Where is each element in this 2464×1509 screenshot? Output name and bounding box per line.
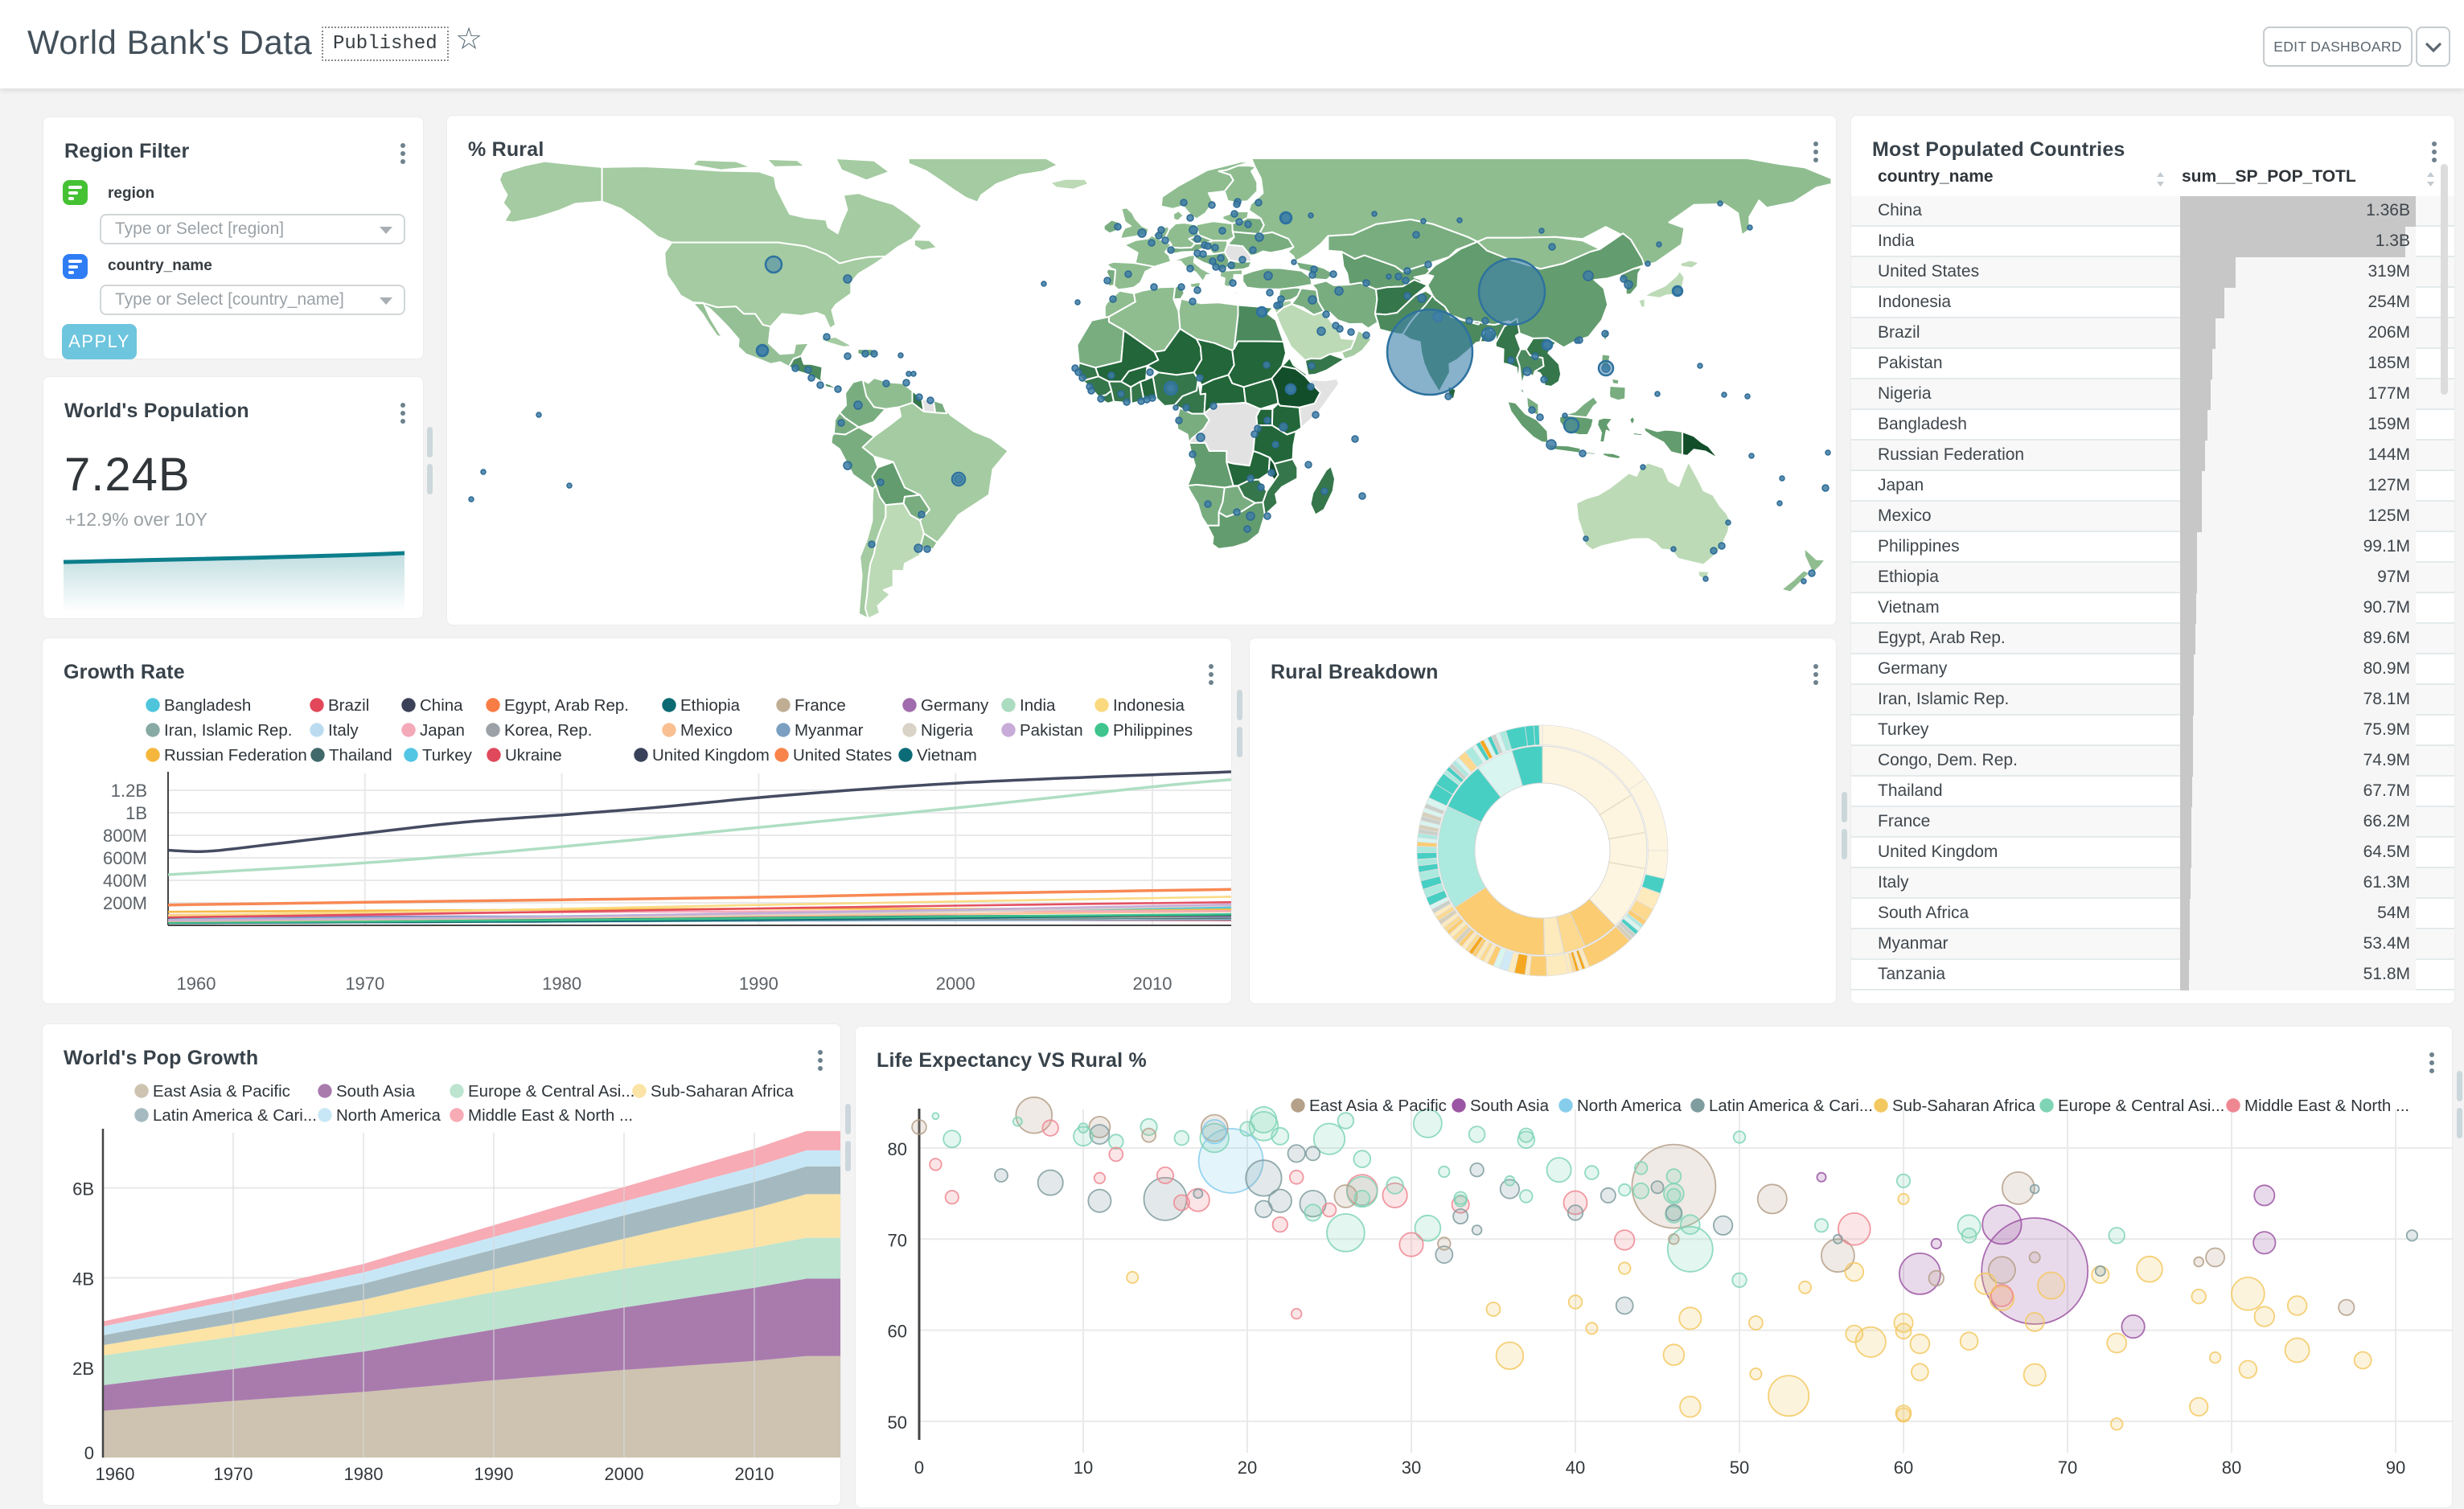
svg-text:North America: North America xyxy=(336,1106,441,1125)
svg-text:Iran, Islamic Rep.: Iran, Islamic Rep. xyxy=(164,721,293,740)
svg-text:Korea, Rep.: Korea, Rep. xyxy=(504,721,592,740)
svg-text:Turkey: Turkey xyxy=(422,746,473,765)
svg-text:4B: 4B xyxy=(72,1269,94,1289)
svg-text:60: 60 xyxy=(888,1322,907,1342)
svg-text:1980: 1980 xyxy=(344,1464,384,1484)
svg-text:Latin America & Cari...: Latin America & Cari... xyxy=(153,1106,317,1125)
svg-text:200M: 200M xyxy=(103,893,147,913)
svg-text:30: 30 xyxy=(1402,1458,1421,1478)
svg-text:East Asia & Pacific: East Asia & Pacific xyxy=(153,1082,290,1101)
svg-text:Europe & Central Asi...: Europe & Central Asi... xyxy=(468,1082,634,1101)
svg-text:20: 20 xyxy=(1238,1458,1257,1478)
svg-text:Pakistan: Pakistan xyxy=(1020,721,1083,740)
svg-text:800M: 800M xyxy=(103,826,147,846)
svg-text:China: China xyxy=(420,696,463,715)
svg-text:80: 80 xyxy=(2222,1458,2241,1478)
svg-text:East Asia & Pacific: East Asia & Pacific xyxy=(1309,1097,1447,1115)
svg-text:Ethiopia: Ethiopia xyxy=(680,696,741,715)
svg-text:70: 70 xyxy=(888,1230,907,1250)
svg-text:Japan: Japan xyxy=(420,721,465,740)
svg-text:India: India xyxy=(1020,696,1056,715)
svg-text:1960: 1960 xyxy=(177,974,216,994)
svg-text:40: 40 xyxy=(1566,1458,1585,1478)
svg-text:2B: 2B xyxy=(72,1359,94,1379)
svg-text:1.2B: 1.2B xyxy=(111,781,147,801)
svg-text:10: 10 xyxy=(1074,1458,1093,1478)
svg-text:Myanmar: Myanmar xyxy=(795,721,864,740)
svg-text:1960: 1960 xyxy=(96,1464,135,1484)
svg-text:Brazil: Brazil xyxy=(328,696,369,715)
svg-text:0: 0 xyxy=(84,1443,94,1463)
svg-text:400M: 400M xyxy=(103,871,147,891)
svg-text:70: 70 xyxy=(2058,1458,2077,1478)
svg-text:1970: 1970 xyxy=(214,1464,253,1484)
svg-text:South Asia: South Asia xyxy=(336,1082,416,1101)
svg-text:6B: 6B xyxy=(72,1179,94,1199)
svg-text:North America: North America xyxy=(1577,1097,1682,1115)
svg-text:Germany: Germany xyxy=(921,696,989,715)
svg-text:60: 60 xyxy=(1894,1458,1913,1478)
svg-text:50: 50 xyxy=(888,1413,907,1433)
svg-text:Vietnam: Vietnam xyxy=(917,746,977,765)
svg-text:600M: 600M xyxy=(103,848,147,868)
svg-text:2010: 2010 xyxy=(1133,974,1172,994)
svg-text:Thailand: Thailand xyxy=(329,746,392,765)
svg-text:Bangladesh: Bangladesh xyxy=(164,696,251,715)
svg-text:50: 50 xyxy=(1730,1458,1749,1478)
svg-text:2000: 2000 xyxy=(605,1464,644,1484)
svg-text:Middle East & North ...: Middle East & North ... xyxy=(468,1106,633,1125)
svg-text:United Kingdom: United Kingdom xyxy=(652,746,770,765)
svg-text:Philippines: Philippines xyxy=(1113,721,1193,740)
svg-text:Sub-Saharan Africa: Sub-Saharan Africa xyxy=(1892,1097,2035,1115)
svg-text:Ukraine: Ukraine xyxy=(505,746,562,765)
svg-text:Russian Federation: Russian Federation xyxy=(164,746,307,765)
svg-text:0: 0 xyxy=(914,1458,924,1478)
svg-text:90: 90 xyxy=(2386,1458,2405,1478)
svg-text:Sub-Saharan Africa: Sub-Saharan Africa xyxy=(651,1082,794,1101)
svg-text:United States: United States xyxy=(793,746,892,765)
svg-text:Europe & Central Asi...: Europe & Central Asi... xyxy=(2058,1097,2224,1115)
svg-text:1B: 1B xyxy=(125,803,147,823)
svg-text:1990: 1990 xyxy=(474,1464,514,1484)
svg-text:France: France xyxy=(795,696,846,715)
svg-text:South Asia: South Asia xyxy=(1470,1097,1550,1115)
svg-text:Latin America & Cari...: Latin America & Cari... xyxy=(1709,1097,1873,1115)
svg-text:1990: 1990 xyxy=(739,974,778,994)
svg-text:Mexico: Mexico xyxy=(680,721,733,740)
svg-text:2000: 2000 xyxy=(936,974,975,994)
svg-text:Egypt, Arab Rep.: Egypt, Arab Rep. xyxy=(504,696,629,715)
svg-text:1970: 1970 xyxy=(345,974,384,994)
svg-text:Indonesia: Indonesia xyxy=(1113,696,1185,715)
svg-text:Middle East & North ...: Middle East & North ... xyxy=(2244,1097,2409,1115)
svg-text:Nigeria: Nigeria xyxy=(921,721,974,740)
svg-text:80: 80 xyxy=(888,1139,907,1159)
svg-text:Italy: Italy xyxy=(328,721,359,740)
svg-text:2010: 2010 xyxy=(735,1464,774,1484)
svg-text:1980: 1980 xyxy=(542,974,581,994)
